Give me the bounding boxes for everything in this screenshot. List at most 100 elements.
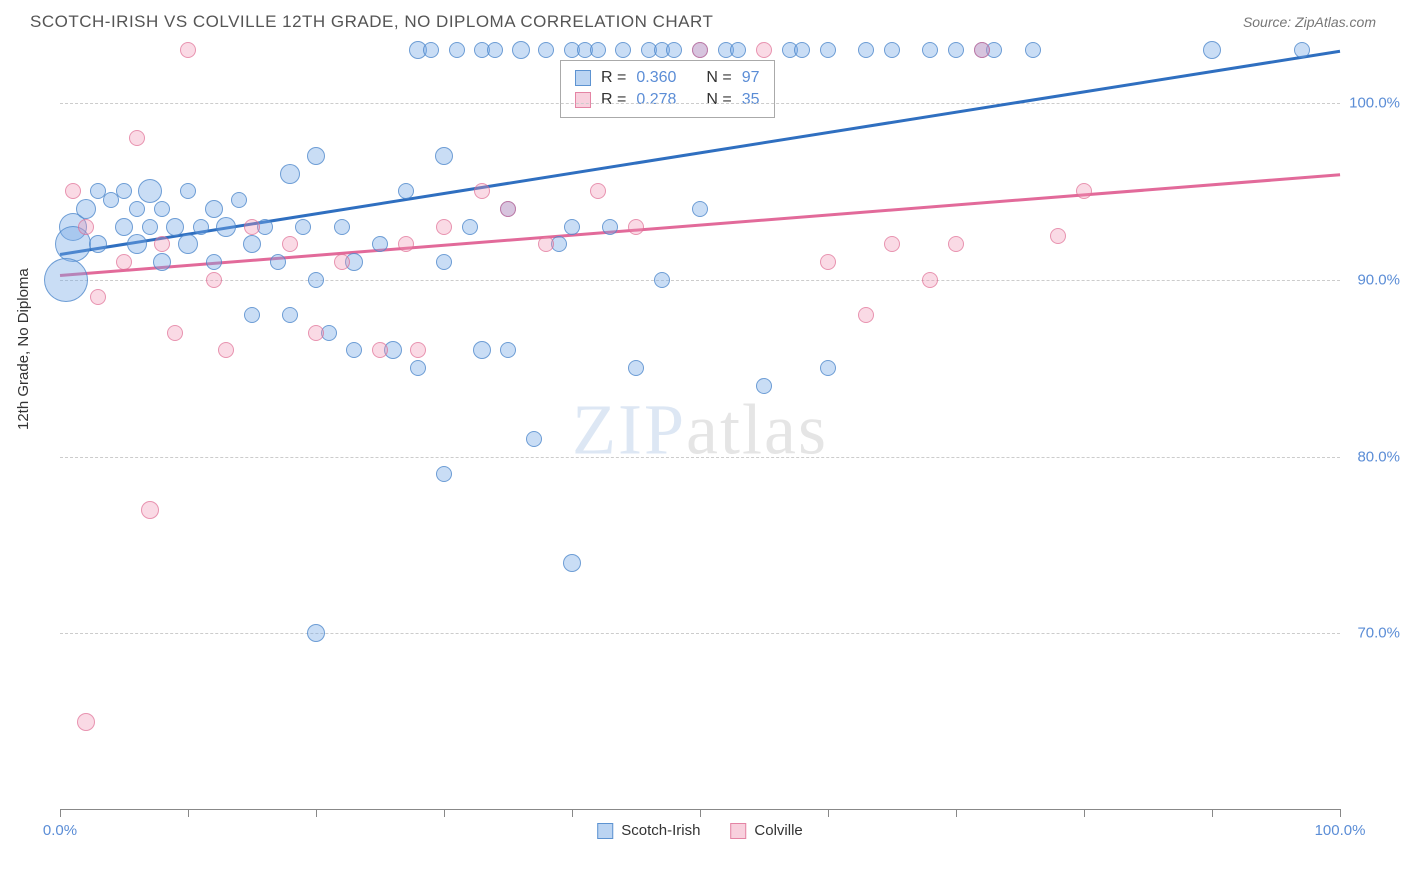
data-point (564, 219, 580, 235)
data-point (615, 42, 631, 58)
data-point (1025, 42, 1041, 58)
data-point (602, 219, 618, 235)
x-tick (1212, 809, 1213, 817)
data-point (116, 254, 132, 270)
data-point (858, 42, 874, 58)
data-point (563, 554, 581, 572)
x-tick (60, 809, 61, 817)
data-point (590, 183, 606, 199)
x-tick (188, 809, 189, 817)
data-point (500, 342, 516, 358)
data-point (44, 258, 88, 302)
data-point (154, 201, 170, 217)
data-point (538, 42, 554, 58)
data-point (654, 272, 670, 288)
data-point (308, 325, 324, 341)
legend-label-pink: Colville (754, 822, 802, 839)
y-axis-label: 12th Grade, No Diploma (15, 268, 32, 430)
r-value-blue: 0.360 (636, 69, 676, 87)
y-tick-label: 100.0% (1349, 95, 1400, 112)
data-point (794, 42, 810, 58)
data-point (922, 272, 938, 288)
gridline (60, 280, 1340, 281)
x-tick (956, 809, 957, 817)
data-point (77, 713, 95, 731)
data-point (410, 342, 426, 358)
data-point (1050, 228, 1066, 244)
series-legend: Scotch-Irish Colville (597, 822, 803, 839)
data-point (372, 236, 388, 252)
data-point (410, 360, 426, 376)
data-point (142, 219, 158, 235)
data-point (116, 183, 132, 199)
data-point (922, 42, 938, 58)
y-tick-label: 80.0% (1357, 448, 1400, 465)
n-label: N = (706, 91, 731, 109)
legend-item-scotch-irish: Scotch-Irish (597, 822, 700, 839)
legend-row-blue: R = 0.360 N = 97 (575, 67, 760, 89)
legend-swatch-blue (597, 823, 613, 839)
data-point (206, 254, 222, 270)
data-point (500, 201, 516, 217)
data-point (436, 219, 452, 235)
data-point (449, 42, 465, 58)
legend-swatch-blue (575, 70, 591, 86)
data-point (243, 235, 261, 253)
n-label: N = (706, 69, 731, 87)
data-point (193, 219, 209, 235)
correlation-legend: R = 0.360 N = 97 R = 0.278 N = 35 (560, 60, 775, 118)
data-point (206, 272, 222, 288)
data-point (948, 42, 964, 58)
data-point (1076, 183, 1092, 199)
data-point (129, 201, 145, 217)
chart-title: SCOTCH-IRISH VS COLVILLE 12TH GRADE, NO … (30, 12, 713, 32)
legend-row-pink: R = 0.278 N = 35 (575, 89, 760, 111)
data-point (216, 217, 236, 237)
data-point (334, 219, 350, 235)
data-point (115, 218, 133, 236)
data-point (372, 342, 388, 358)
data-point (307, 624, 325, 642)
gridline (60, 633, 1340, 634)
data-point (1203, 41, 1221, 59)
data-point (512, 41, 530, 59)
data-point (398, 236, 414, 252)
data-point (65, 183, 81, 199)
data-point (948, 236, 964, 252)
data-point (974, 42, 990, 58)
data-point (884, 42, 900, 58)
r-label: R = (601, 91, 626, 109)
data-point (231, 192, 247, 208)
data-point (590, 42, 606, 58)
data-point (858, 307, 874, 323)
data-point (282, 236, 298, 252)
data-point (166, 218, 184, 236)
n-value-pink: 35 (742, 91, 760, 109)
data-point (628, 360, 644, 376)
data-point (244, 307, 260, 323)
source-attribution: Source: ZipAtlas.com (1243, 14, 1376, 30)
data-point (692, 201, 708, 217)
data-point (76, 199, 96, 219)
data-point (178, 234, 198, 254)
data-point (141, 501, 159, 519)
r-label: R = (601, 69, 626, 87)
legend-item-colville: Colville (730, 822, 802, 839)
data-point (295, 219, 311, 235)
r-value-pink: 0.278 (636, 91, 676, 109)
legend-swatch-pink (730, 823, 746, 839)
data-point (398, 183, 414, 199)
data-point (436, 466, 452, 482)
gridline (60, 457, 1340, 458)
data-point (89, 235, 107, 253)
x-tick-label: 0.0% (43, 822, 77, 839)
data-point (474, 183, 490, 199)
data-point (218, 342, 234, 358)
data-point (435, 147, 453, 165)
data-point (205, 200, 223, 218)
data-point (1294, 42, 1310, 58)
data-point (282, 307, 298, 323)
data-point (526, 431, 542, 447)
data-point (756, 42, 772, 58)
x-tick-label: 100.0% (1315, 822, 1366, 839)
